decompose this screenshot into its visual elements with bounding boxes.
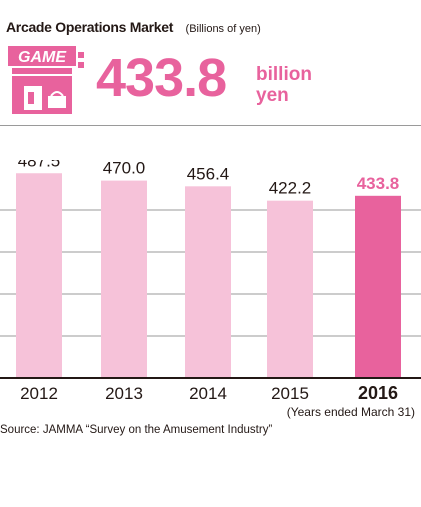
x-tick-label-2014: 2014: [189, 384, 227, 403]
bar-2014: [185, 186, 231, 378]
x-tick-label-2016: 2016: [358, 383, 398, 403]
market-size-value: 433.8: [96, 48, 227, 108]
value-label-2016: 433.8: [357, 174, 400, 193]
x-tick-label-2012: 2012: [20, 384, 58, 403]
fiscal-year-note: (Years ended March 31): [286, 405, 415, 419]
header-divider: [0, 125, 421, 126]
bar-chart: 487.5 2012 470.0 2013 456.4 2014 422.2 2015 433.…: [0, 160, 421, 403]
value-label-2015: 422.2: [269, 179, 312, 198]
x-tick-label-2015: 2015: [271, 384, 309, 403]
x-tick-label-2013: 2013: [105, 384, 143, 403]
bar-2016: [355, 195, 401, 378]
value-label-2012: 487.5: [18, 160, 61, 170]
market-size-unit-line2: yen: [256, 85, 289, 106]
game-arcade-icon: GAME: [8, 46, 84, 114]
market-size-unit-line1: billion: [256, 64, 312, 85]
game-icon-text: GAME: [18, 49, 67, 66]
market-size-unit: billion yen: [256, 64, 312, 106]
bar-2013: [101, 180, 147, 378]
bar-2012: [16, 173, 62, 378]
value-label-2013: 470.0: [103, 160, 146, 178]
source-note: Source: JAMMA “Survey on the Amusement I…: [0, 424, 273, 436]
bar-2015: [267, 200, 313, 378]
chart-unit: (Billions of yen): [185, 23, 261, 35]
value-label-2014: 456.4: [187, 164, 230, 183]
chart-title-row: Arcade Operations Market (Billions of ye…: [6, 19, 261, 37]
chart-title: Arcade Operations Market: [6, 19, 174, 35]
